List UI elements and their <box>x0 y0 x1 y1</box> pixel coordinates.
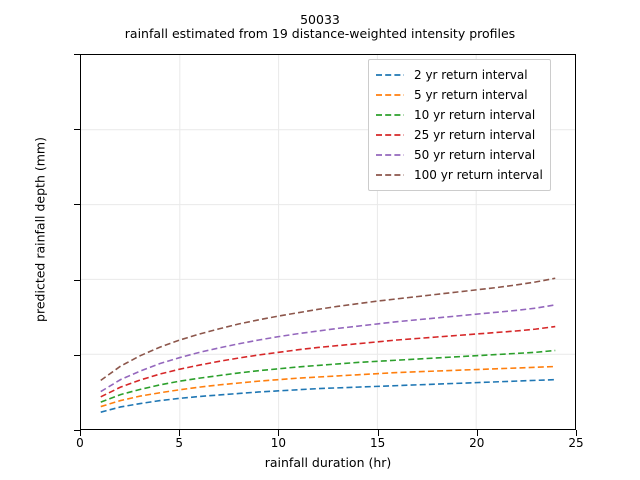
x-axis-label: rainfall duration (hr) <box>264 455 392 470</box>
y-tick-mark <box>74 129 80 131</box>
series-line-5 <box>100 277 556 382</box>
series-line-3 <box>100 325 556 398</box>
legend-item: 5 yr return interval <box>375 85 543 105</box>
legend-label: 2 yr return interval <box>414 68 528 82</box>
legend-label: 5 yr return interval <box>414 88 528 102</box>
y-tick-mark <box>74 430 80 432</box>
y-tick-mark <box>74 279 80 281</box>
x-tick-mark <box>179 430 181 436</box>
chart-subtitle: rainfall estimated from 19 distance-weig… <box>124 26 516 41</box>
legend-item: 10 yr return interval <box>375 105 543 125</box>
x-tick-label: 0 <box>76 436 84 450</box>
x-tick-label: 20 <box>469 436 485 450</box>
grid-lines <box>81 55 575 429</box>
title-block: 50033 rainfall estimated from 19 distanc… <box>0 13 640 41</box>
legend-line-icon <box>375 69 405 81</box>
x-tick-mark <box>278 430 280 436</box>
legend: 2 yr return interval 5 yr return interval… <box>368 59 551 191</box>
x-tick-label: 25 <box>568 436 584 450</box>
series-line-1 <box>100 365 556 408</box>
x-tick-mark <box>80 430 82 436</box>
y-axis-label: predicted rainfall depth (mm) <box>32 137 48 322</box>
x-tick-label: 15 <box>369 436 386 450</box>
legend-item: 100 yr return interval <box>375 165 543 185</box>
legend-line-icon <box>375 169 405 181</box>
y-tick-mark <box>74 204 80 206</box>
legend-line-icon <box>375 129 405 141</box>
y-tick-mark <box>74 354 80 356</box>
series-line-4 <box>100 304 556 393</box>
x-tick-mark <box>377 430 379 436</box>
legend-item: 50 yr return interval <box>375 145 543 165</box>
legend-line-icon <box>375 89 405 101</box>
x-tick-mark <box>476 430 478 436</box>
series-line-2 <box>100 349 556 403</box>
legend-line-icon <box>375 109 405 121</box>
legend-label: 50 yr return interval <box>414 148 536 162</box>
legend-label: 25 yr return interval <box>414 128 536 142</box>
x-tick-mark <box>576 430 578 436</box>
series-line-0 <box>100 378 556 413</box>
data-curves <box>100 277 556 413</box>
legend-label: 100 yr return interval <box>414 168 543 182</box>
legend-item: 25 yr return interval <box>375 125 543 145</box>
legend-line-icon <box>375 149 405 161</box>
chart-title: 50033 <box>300 12 340 27</box>
x-tick-label: 5 <box>175 436 184 450</box>
x-tick-label: 10 <box>270 436 287 450</box>
y-tick-mark <box>74 54 80 56</box>
legend-label: 10 yr return interval <box>414 108 536 122</box>
legend-item: 2 yr return interval <box>375 65 543 85</box>
